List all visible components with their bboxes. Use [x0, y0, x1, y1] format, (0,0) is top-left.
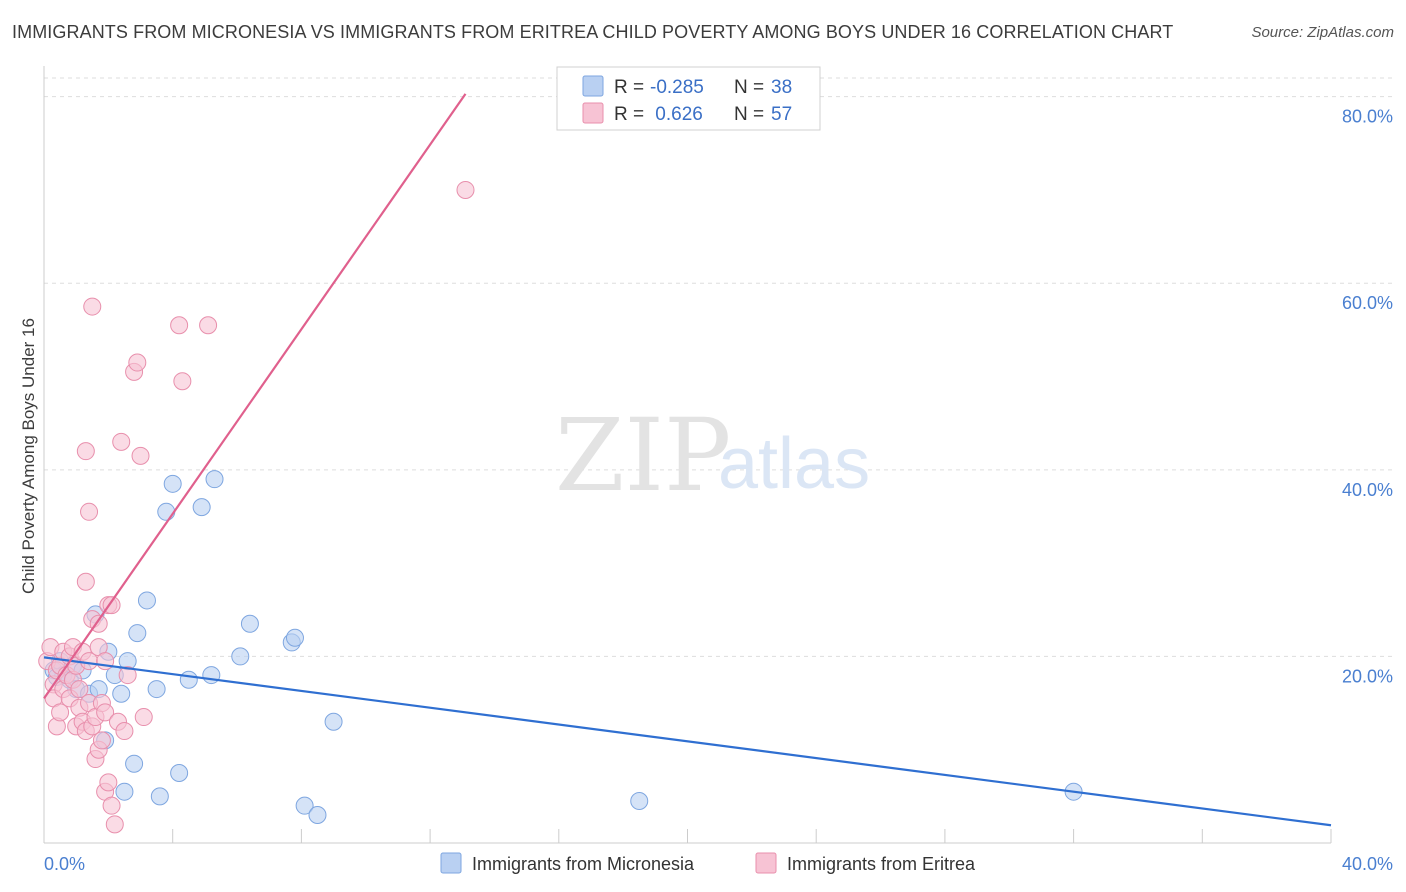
legend-n-value: 57	[771, 104, 792, 125]
point-eritrea	[173, 372, 192, 391]
point-micronesia	[128, 624, 147, 643]
trendline-eritrea	[43, 93, 467, 700]
point-eritrea	[131, 446, 150, 465]
legend-n-label: N =	[734, 104, 764, 125]
legend-n-value: 38	[771, 77, 792, 98]
series-legend: Immigrants from Micronesia Immigrants fr…	[440, 852, 976, 874]
watermark: ZIP atlas	[555, 397, 870, 514]
point-eritrea	[102, 796, 121, 815]
chart-title: IMMIGRANTS FROM MICRONESIA VS IMMIGRANTS…	[12, 22, 1174, 42]
trendline-micronesia	[43, 656, 1332, 827]
trendlines	[43, 93, 1332, 827]
point-micronesia	[630, 792, 649, 811]
series-legend-swatch-micronesia	[440, 852, 462, 874]
point-micronesia	[115, 782, 134, 801]
point-eritrea	[118, 666, 137, 685]
point-eritrea	[199, 316, 218, 335]
watermark-zip: ZIP	[555, 397, 731, 514]
grid-lines	[44, 77, 1393, 657]
y-tick-label: 80.0%	[1342, 107, 1393, 127]
point-micronesia	[205, 470, 224, 489]
point-micronesia	[308, 806, 327, 825]
series-legend-swatch-eritrea	[755, 852, 777, 874]
legend-r-label: R =	[614, 104, 644, 125]
point-eritrea	[83, 297, 102, 316]
point-micronesia	[157, 502, 176, 521]
point-micronesia	[285, 628, 304, 647]
legend-r-value: 0.626	[650, 104, 703, 125]
point-eritrea	[70, 680, 89, 699]
x-tick-label: 0.0%	[44, 854, 85, 874]
legend-n-label: N =	[734, 77, 764, 98]
point-eritrea	[51, 703, 70, 722]
legend-swatch-micronesia	[582, 75, 604, 97]
y-tick-label: 20.0%	[1342, 666, 1393, 686]
point-micronesia	[231, 647, 250, 666]
x-tick-label: 40.0%	[1342, 854, 1393, 874]
point-eritrea	[99, 773, 118, 792]
point-eritrea	[80, 502, 99, 521]
y-tick-label: 40.0%	[1342, 480, 1393, 500]
point-eritrea	[134, 708, 153, 727]
point-micronesia	[170, 764, 189, 783]
y-axis-label: Child Poverty Among Boys Under 16	[19, 318, 38, 594]
point-eritrea	[170, 316, 189, 335]
point-eritrea	[128, 353, 147, 372]
point-micronesia	[192, 498, 211, 517]
point-micronesia	[163, 474, 182, 493]
point-micronesia	[179, 670, 198, 689]
point-eritrea	[92, 731, 111, 750]
point-micronesia	[324, 712, 343, 731]
legend: R = -0.285 N = 38 R = 0.626 N = 57	[556, 66, 821, 131]
point-eritrea	[89, 614, 108, 633]
y-tick-label: 60.0%	[1342, 293, 1393, 313]
point-micronesia	[125, 754, 144, 773]
point-micronesia	[240, 614, 259, 633]
point-micronesia	[147, 680, 166, 699]
legend-r-value: -0.285	[650, 77, 704, 98]
point-eritrea	[76, 442, 95, 461]
point-eritrea	[105, 815, 124, 834]
legend-swatch-eritrea	[582, 102, 604, 124]
point-eritrea	[115, 722, 134, 741]
point-eritrea	[456, 180, 475, 199]
point-micronesia	[112, 684, 131, 703]
watermark-atlas: atlas	[718, 424, 870, 504]
point-micronesia	[295, 796, 314, 815]
legend-r-label: R =	[614, 77, 644, 98]
series-legend-label-eritrea: Immigrants from Eritrea	[787, 854, 976, 874]
point-micronesia	[150, 787, 169, 806]
source-credit: Source: ZipAtlas.com	[1251, 24, 1394, 41]
point-eritrea	[76, 572, 95, 591]
point-eritrea	[96, 703, 115, 722]
series-legend-label-micronesia: Immigrants from Micronesia	[472, 854, 695, 874]
tick-labels: 20.0% 40.0% 60.0% 80.0% 0.0% 40.0%	[44, 107, 1393, 874]
axes	[43, 66, 1332, 844]
point-micronesia	[137, 591, 156, 610]
point-eritrea	[112, 432, 131, 451]
